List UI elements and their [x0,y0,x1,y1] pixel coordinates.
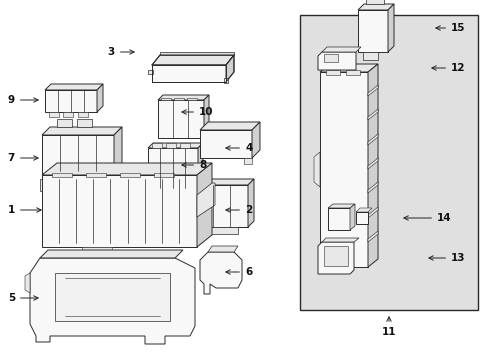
Text: 2: 2 [225,205,252,215]
Polygon shape [324,54,337,62]
Polygon shape [387,4,393,52]
Polygon shape [77,119,92,127]
Text: 14: 14 [403,213,451,223]
Polygon shape [225,55,234,82]
Polygon shape [42,127,122,135]
Text: 11: 11 [381,317,395,337]
Polygon shape [203,95,208,138]
Polygon shape [152,65,225,82]
Bar [299,15,477,310]
Polygon shape [367,231,377,242]
Polygon shape [158,95,208,100]
Polygon shape [200,122,260,130]
Polygon shape [367,109,377,120]
Text: 10: 10 [182,107,213,117]
Text: 15: 15 [435,23,465,33]
Polygon shape [45,84,103,90]
Polygon shape [161,98,171,100]
Polygon shape [152,143,162,148]
Polygon shape [114,127,122,187]
Polygon shape [367,182,377,193]
Polygon shape [317,52,355,70]
Text: 13: 13 [428,253,465,263]
Polygon shape [349,204,354,230]
Polygon shape [55,273,170,321]
Polygon shape [42,163,212,175]
Polygon shape [244,158,251,164]
Polygon shape [367,134,377,145]
Polygon shape [197,163,212,247]
Polygon shape [52,173,72,177]
Polygon shape [367,64,377,267]
Polygon shape [42,175,197,247]
Polygon shape [355,208,371,212]
Polygon shape [63,112,73,117]
Text: 4: 4 [225,143,252,153]
Polygon shape [45,90,97,112]
Text: 8: 8 [182,160,206,170]
Polygon shape [165,143,176,148]
Polygon shape [148,143,203,148]
Polygon shape [40,250,183,258]
Text: 9: 9 [8,95,38,105]
Polygon shape [196,185,247,227]
Polygon shape [196,179,253,185]
Polygon shape [152,55,234,65]
Polygon shape [321,47,360,52]
Polygon shape [319,72,367,267]
Polygon shape [327,204,354,208]
Polygon shape [325,70,339,75]
Polygon shape [40,179,116,191]
Polygon shape [200,252,242,294]
Polygon shape [321,238,358,242]
Polygon shape [42,135,114,187]
Polygon shape [324,246,347,266]
Text: 6: 6 [225,267,252,277]
Polygon shape [200,130,251,158]
Polygon shape [207,246,238,252]
Polygon shape [97,84,103,112]
Polygon shape [357,10,387,52]
Polygon shape [205,227,238,234]
Polygon shape [367,85,377,96]
Polygon shape [327,208,349,230]
Polygon shape [367,207,377,218]
Text: 7: 7 [8,153,38,163]
Polygon shape [78,112,88,117]
Polygon shape [174,98,183,100]
Polygon shape [57,119,72,127]
Polygon shape [120,173,140,177]
Polygon shape [365,0,383,4]
Polygon shape [319,64,377,72]
Polygon shape [82,247,112,255]
Text: 3: 3 [107,47,134,57]
Polygon shape [346,70,359,75]
Polygon shape [86,173,106,177]
Polygon shape [198,143,203,188]
Text: 12: 12 [431,63,465,73]
Polygon shape [251,122,260,158]
Polygon shape [362,52,377,60]
Polygon shape [160,52,234,55]
Polygon shape [186,98,197,100]
Polygon shape [317,242,353,274]
Polygon shape [148,70,153,74]
Polygon shape [367,158,377,169]
Polygon shape [158,100,203,138]
Polygon shape [57,187,77,195]
Polygon shape [148,148,198,188]
Polygon shape [154,173,174,177]
Polygon shape [357,4,393,10]
Text: 1: 1 [8,205,41,215]
Polygon shape [30,258,195,344]
Text: 5: 5 [8,293,38,303]
Polygon shape [25,273,30,293]
Polygon shape [197,183,215,217]
Polygon shape [49,112,59,117]
Polygon shape [180,143,190,148]
Polygon shape [247,179,253,227]
Polygon shape [313,152,319,187]
Polygon shape [355,212,367,224]
Polygon shape [224,78,227,83]
